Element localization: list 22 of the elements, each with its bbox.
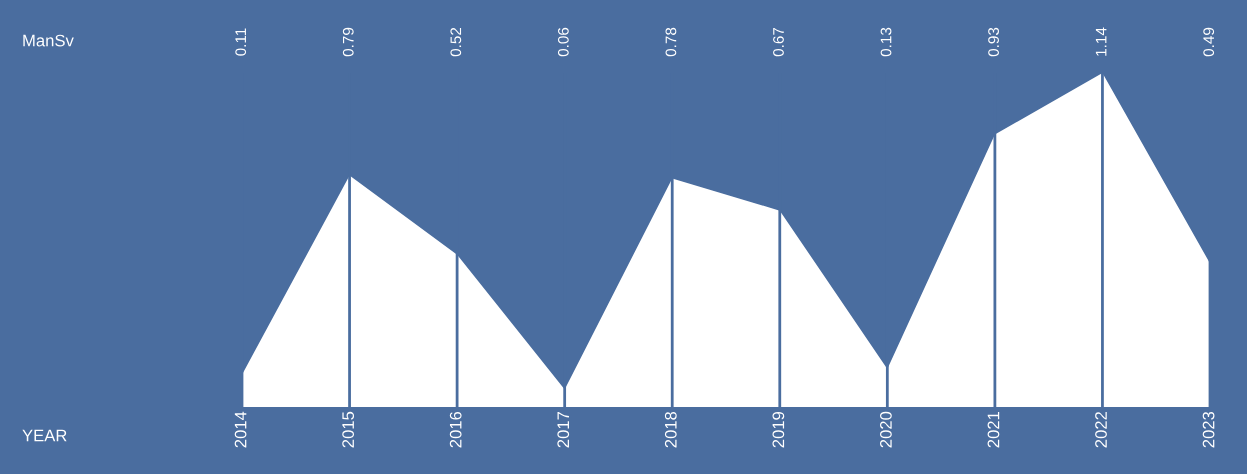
data-label: 0.11 [235, 28, 247, 56]
text: ManSv [23, 34, 74, 47]
x-tick-label: 2016 [449, 411, 462, 448]
x-tick-label: 2023 [1202, 411, 1215, 448]
data-label: 0.67 [773, 27, 784, 57]
data-label: 0.78 [665, 27, 677, 57]
x-tick-label: 2014 [234, 411, 247, 448]
x-tick-label: 2021 [987, 411, 1000, 448]
data-label: 0.49 [1203, 27, 1215, 57]
data-label: 0.13 [880, 27, 892, 57]
data-label: 0.79 [342, 27, 354, 57]
x-tick-label: 2019 [772, 411, 785, 448]
data-label: 0.52 [450, 27, 462, 57]
data-label: 0.93 [988, 27, 999, 57]
x-tick-label: 2017 [557, 412, 570, 448]
text: YEAR [22, 429, 67, 442]
x-tick-label: 2020 [880, 411, 892, 448]
x-tick-label: 2018 [664, 411, 677, 448]
x-tick-label: 2015 [342, 411, 355, 448]
x-tick-label: 2022 [1095, 412, 1107, 448]
data-label: 1.14 [1095, 27, 1107, 56]
data-label: 0.06 [557, 27, 569, 57]
